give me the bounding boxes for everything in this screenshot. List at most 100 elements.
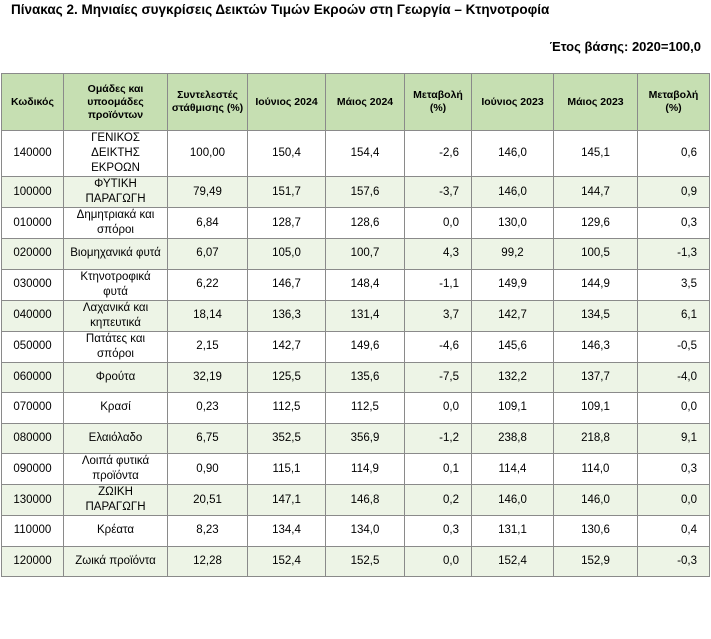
cell-june-2023: 109,1	[471, 392, 554, 424]
cell-may-2023: 145,1	[553, 130, 638, 177]
cell-may-2023: 129,6	[553, 207, 638, 239]
cell-june-2024: 134,4	[247, 515, 326, 547]
cell-change-2024: 0,1	[404, 453, 472, 485]
header-may-2023: Μάιος 2023	[553, 73, 638, 131]
cell-change-2023: 0,3	[637, 207, 710, 239]
table-row: 080000 Ελαιόλαδο 6,75 352,5 356,9 -1,2 238,8 21…	[1, 422, 710, 454]
cell-june-2024: 152,4	[247, 545, 326, 577]
table-row: 140000 ΓΕΝΙΚΟΣ ΔΕΙΚΤΗΣ ΕΚΡΟΩΝ 100,00 150,4 1…	[1, 130, 710, 177]
table-row: 130000 ΖΩΙΚΗ ΠΑΡΑΓΩΓΗ 20,51 147,1 146,8 0,2 14…	[1, 484, 710, 516]
cell-change-2024: -7,5	[404, 361, 472, 393]
cell-may-2024: 131,4	[325, 299, 405, 332]
cell-product-group: Ελαιόλαδο	[63, 422, 168, 454]
cell-weight: 0,23	[167, 392, 248, 424]
cell-change-2023: -4,0	[637, 361, 710, 393]
cell-change-2024: 0,0	[404, 545, 472, 577]
header-code: Κωδικός	[1, 73, 64, 131]
cell-weight: 79,49	[167, 176, 248, 208]
cell-product-group: Φρούτα	[63, 361, 168, 393]
cell-product-group: Πατάτες και σπόροι	[63, 330, 168, 363]
header-june-2023: Ιούνιος 2023	[471, 73, 554, 131]
table-row: 090000 Λοιπά φυτικά προϊόντα 0,90 115,1 114,…	[1, 453, 710, 485]
cell-june-2023: 146,0	[471, 176, 554, 208]
cell-june-2024: 125,5	[247, 361, 326, 393]
cell-june-2023: 142,7	[471, 299, 554, 332]
cell-june-2024: 352,5	[247, 422, 326, 454]
header-june-2024: Ιούνιος 2024	[247, 73, 326, 131]
cell-product-group: Κτηνοτροφικά φυτά	[63, 268, 168, 301]
cell-code: 130000	[1, 484, 64, 516]
cell-june-2023: 145,6	[471, 330, 554, 363]
cell-product-group: Κρασί	[63, 392, 168, 424]
cell-weight: 32,19	[167, 361, 248, 393]
cell-june-2023: 152,4	[471, 545, 554, 577]
cell-may-2023: 146,3	[553, 330, 638, 363]
table-row: 030000 Κτηνοτροφικά φυτά 6,22 146,7 148,4 -1,…	[1, 268, 710, 301]
cell-june-2023: 149,9	[471, 268, 554, 301]
cell-may-2024: 152,5	[325, 545, 405, 577]
cell-code: 040000	[1, 299, 64, 332]
cell-change-2024: -1,1	[404, 268, 472, 301]
cell-weight: 6,22	[167, 268, 248, 301]
cell-change-2024: 0,2	[404, 484, 472, 516]
cell-code: 090000	[1, 453, 64, 485]
cell-change-2024: -4,6	[404, 330, 472, 363]
cell-may-2023: 137,7	[553, 361, 638, 393]
cell-june-2024: 128,7	[247, 207, 326, 239]
cell-june-2023: 130,0	[471, 207, 554, 239]
cell-change-2023: -1,3	[637, 238, 710, 270]
cell-may-2023: 130,6	[553, 515, 638, 547]
cell-weight: 2,15	[167, 330, 248, 363]
table-row: 070000 Κρασί 0,23 112,5 112,5 0,0 109,1 109,1 0,…	[1, 392, 710, 424]
cell-code: 110000	[1, 515, 64, 547]
cell-may-2023: 109,1	[553, 392, 638, 424]
cell-june-2023: 114,4	[471, 453, 554, 485]
cell-change-2024: -2,6	[404, 130, 472, 177]
cell-product-group: Δημητριακά και σπόροι	[63, 207, 168, 239]
cell-change-2023: 6,1	[637, 299, 710, 332]
cell-june-2024: 146,7	[247, 268, 326, 301]
cell-code: 060000	[1, 361, 64, 393]
cell-may-2024: 146,8	[325, 484, 405, 516]
table-row: 020000 Βιομηχανικά φυτά 6,07 105,0 100,7 4,3 9…	[1, 238, 710, 270]
header-change-2023: Μεταβολή (%)	[637, 73, 710, 131]
cell-product-group: Βιομηχανικά φυτά	[63, 238, 168, 270]
cell-may-2024: 134,0	[325, 515, 405, 547]
cell-may-2024: 100,7	[325, 238, 405, 270]
cell-change-2023: 9,1	[637, 422, 710, 454]
cell-may-2024: 112,5	[325, 392, 405, 424]
cell-product-group: ΖΩΙΚΗ ΠΑΡΑΓΩΓΗ	[63, 484, 168, 516]
cell-weight: 8,23	[167, 515, 248, 547]
price-index-table: Κωδικός Ομάδες και υποομάδες προϊόντων Σ…	[1, 73, 710, 577]
cell-change-2024: 4,3	[404, 238, 472, 270]
cell-june-2024: 105,0	[247, 238, 326, 270]
cell-june-2023: 99,2	[471, 238, 554, 270]
cell-code: 080000	[1, 422, 64, 454]
cell-change-2023: 3,5	[637, 268, 710, 301]
cell-may-2023: 144,9	[553, 268, 638, 301]
cell-june-2024: 147,1	[247, 484, 326, 516]
cell-code: 050000	[1, 330, 64, 363]
cell-product-group: Ζωικά προϊόντα	[63, 545, 168, 577]
header-product-groups: Ομάδες και υποομάδες προϊόντων	[63, 73, 168, 131]
header-change-2024: Μεταβολή (%)	[404, 73, 472, 131]
cell-product-group: Κρέατα	[63, 515, 168, 547]
cell-may-2023: 134,5	[553, 299, 638, 332]
table-header-row: Κωδικός Ομάδες και υποομάδες προϊόντων Σ…	[1, 73, 710, 131]
table-row: 120000 Ζωικά προϊόντα 12,28 152,4 152,5 0,0 15…	[1, 545, 710, 577]
cell-may-2023: 114,0	[553, 453, 638, 485]
cell-change-2024: -1,2	[404, 422, 472, 454]
base-year-note: Έτος βάσης: 2020=100,0	[549, 39, 701, 54]
cell-change-2024: -3,7	[404, 176, 472, 208]
header-weights: Συντελεστές στάθμισης (%)	[167, 73, 248, 131]
cell-change-2024: 0,0	[404, 207, 472, 239]
cell-june-2024: 150,4	[247, 130, 326, 177]
cell-change-2024: 0,0	[404, 392, 472, 424]
cell-code: 010000	[1, 207, 64, 239]
cell-code: 070000	[1, 392, 64, 424]
cell-change-2023: 0,9	[637, 176, 710, 208]
cell-change-2024: 0,3	[404, 515, 472, 547]
cell-code: 120000	[1, 545, 64, 577]
cell-may-2024: 157,6	[325, 176, 405, 208]
cell-may-2023: 218,8	[553, 422, 638, 454]
